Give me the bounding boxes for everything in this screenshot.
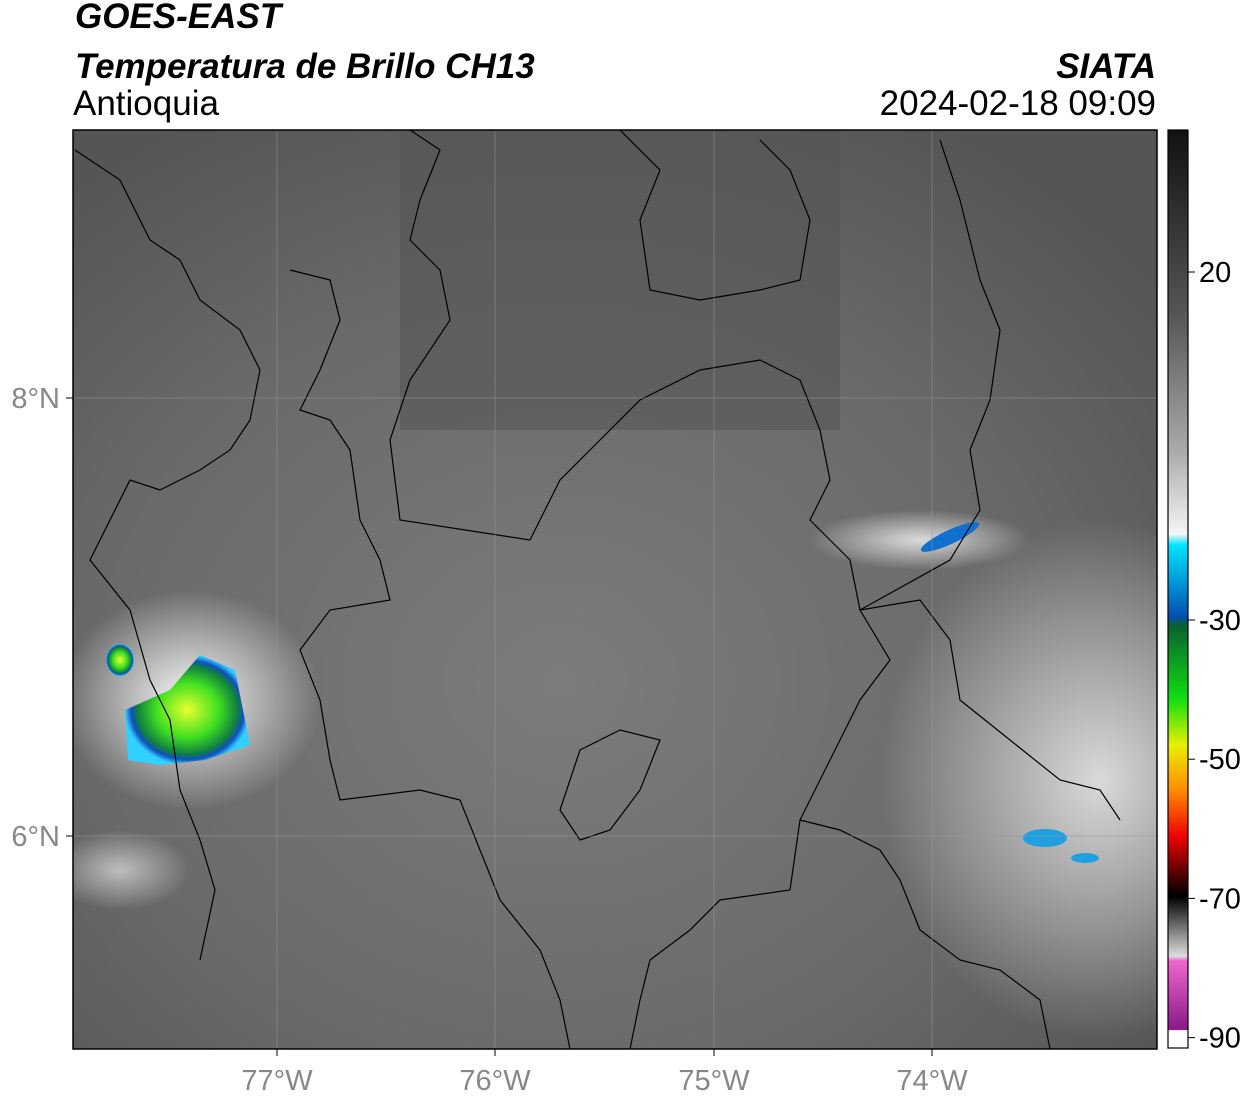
lat-ticks: 8°N 6°N bbox=[11, 383, 73, 853]
datetime: 2024-02-18 09:09 bbox=[880, 84, 1156, 123]
satellite-image bbox=[73, 130, 1157, 1049]
colorbar-tick-label: -30 bbox=[1199, 605, 1241, 637]
source: SIATA bbox=[1056, 47, 1156, 86]
colorbar-tick-label: -70 bbox=[1199, 883, 1241, 915]
subtitle: Temperatura de Brillo CH13 bbox=[75, 47, 535, 86]
lat-label: 6°N bbox=[11, 821, 60, 853]
colorbar-tick-label: -90 bbox=[1199, 1023, 1241, 1055]
colorbar-tick-label: -50 bbox=[1199, 744, 1241, 776]
map-frame bbox=[72, 129, 1158, 1050]
colorbar-tick-label: 20 bbox=[1199, 257, 1231, 289]
colorbar: 20 -30 -50 -70 -90 bbox=[1167, 129, 1241, 1055]
lon-label: 77°W bbox=[241, 1065, 313, 1097]
colorbar-scale bbox=[1167, 129, 1189, 1049]
lon-label: 76°W bbox=[459, 1065, 531, 1097]
lon-label: 74°W bbox=[896, 1065, 968, 1097]
region: Antioquia bbox=[73, 84, 219, 123]
title: GOES-EAST bbox=[75, 0, 284, 36]
lon-ticks: 77°W 76°W 75°W 74°W bbox=[241, 1049, 968, 1097]
lon-label: 75°W bbox=[678, 1065, 750, 1097]
lat-label: 8°N bbox=[11, 383, 60, 415]
